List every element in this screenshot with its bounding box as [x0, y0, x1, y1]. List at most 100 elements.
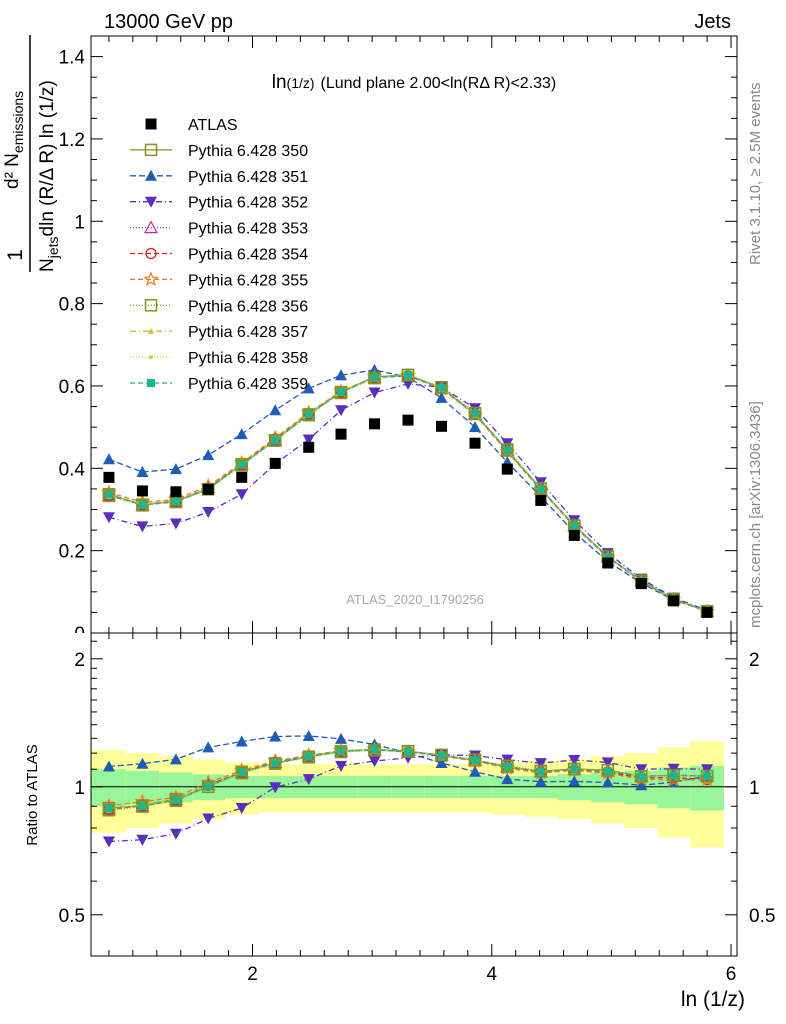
legend-marker [144, 143, 158, 157]
ratio-point [669, 771, 678, 780]
main-ytick-label: 0.2 [59, 542, 85, 563]
ratio-point [235, 803, 248, 815]
ratio-point [104, 804, 113, 813]
ratio-point [437, 751, 446, 760]
ratio-ytick-label: 2 [74, 650, 85, 671]
ratio-point [138, 801, 147, 810]
series-line [108, 375, 708, 613]
ratio-y-axis-label: Ratio to ATLAS [24, 744, 41, 845]
series-point [304, 410, 313, 419]
ratio-point [435, 757, 448, 769]
legend-label: Pythia 6.428 358 [188, 350, 308, 367]
legend-marker [145, 247, 157, 260]
series-point [171, 497, 180, 506]
atlas-point [568, 529, 580, 541]
series-point [235, 459, 248, 472]
series-point [501, 443, 514, 456]
ylabel-num-main: d² N [2, 153, 23, 189]
atlas-point [701, 606, 713, 618]
ratio-point [435, 748, 448, 762]
series-point [335, 405, 348, 417]
legend-entry: Pythia 6.428 351 [130, 169, 308, 186]
ratio-point [665, 771, 682, 787]
ratio-point [235, 735, 248, 747]
series-point [368, 387, 381, 399]
ratio-point [235, 766, 248, 780]
atlas-point [170, 486, 182, 498]
series-point [437, 383, 446, 392]
series-point [435, 391, 448, 403]
legend-entry: Pythia 6.428 358 [130, 350, 308, 367]
series-355 [101, 367, 715, 619]
header-energy: 13000 GeV pp [104, 11, 233, 33]
series-359 [104, 371, 712, 616]
ratio-ytick-label-right: 0.5 [749, 906, 775, 927]
series-point [271, 436, 280, 445]
legend-marker [147, 379, 155, 387]
series-point [136, 466, 149, 478]
ratio-point [169, 794, 183, 808]
ratio-point [566, 762, 583, 778]
ratio-point [370, 745, 379, 754]
series-point [235, 428, 248, 440]
ratio-point [136, 834, 149, 846]
ratio-point [202, 813, 215, 825]
band-green [125, 770, 160, 805]
legend-marker [144, 299, 158, 312]
ratio-point [635, 779, 648, 791]
ylabel-one: 1 [4, 249, 27, 261]
series-point [435, 380, 448, 394]
ratio-point [501, 773, 514, 785]
ratio-point [534, 775, 547, 787]
main-series-group [101, 363, 715, 619]
ratio-point [268, 757, 282, 770]
legend-label: Pythia 6.428 355 [188, 272, 308, 289]
atlas-point [402, 414, 414, 426]
atlas-data-points [103, 414, 713, 618]
ratio-point [471, 756, 480, 765]
ratio-point [536, 767, 545, 776]
legend-marker [145, 196, 157, 208]
series-point [302, 408, 315, 422]
atlas-point [469, 437, 481, 449]
legend-marker [145, 118, 157, 130]
legend-label: Pythia 6.428 351 [188, 169, 308, 186]
legend-label: Pythia 6.428 350 [188, 143, 308, 160]
series-point [534, 482, 548, 495]
atlas-point [236, 471, 248, 483]
ylabel-den-sub: jets [45, 236, 61, 259]
atlas-point [303, 441, 315, 453]
ratio-point [637, 772, 646, 781]
series-point [269, 404, 282, 416]
atlas-point [269, 457, 281, 469]
ratio-point [169, 753, 182, 765]
legend-label: Pythia 6.428 354 [188, 247, 308, 264]
main-ytick-label: 0.8 [59, 295, 85, 316]
series-point [235, 489, 248, 501]
series-point [368, 371, 381, 385]
series-point [138, 500, 147, 509]
ratio-point [171, 796, 180, 805]
ylabel-denominator: Njetsdln (R/Δ R) ln (1/z) [37, 80, 61, 272]
ratio-ytick-label: 0.5 [59, 906, 85, 927]
ratio-point [337, 747, 346, 756]
ratio-point [269, 782, 282, 794]
main-ytick-label: 1.2 [59, 130, 85, 151]
series-line [108, 375, 708, 613]
ratio-point [335, 760, 348, 772]
atlas-point [202, 483, 214, 495]
ratio-point [102, 836, 115, 848]
legend-marker [149, 355, 153, 360]
analysis-id-label: ATLAS_2020_I1790256 [346, 592, 484, 607]
series-line [108, 374, 708, 612]
legend-entry: Pythia 6.428 356 [130, 298, 308, 315]
legend-entry-atlas: ATLAS [145, 117, 238, 134]
ratio-point [570, 764, 579, 773]
series-352 [102, 378, 714, 617]
series-351 [102, 363, 714, 617]
ratio-ytick-label-right: 2 [749, 650, 760, 671]
ratio-point [304, 752, 313, 761]
ylabel-numerator: d² Nemissions [2, 91, 26, 189]
series-point [169, 463, 182, 475]
